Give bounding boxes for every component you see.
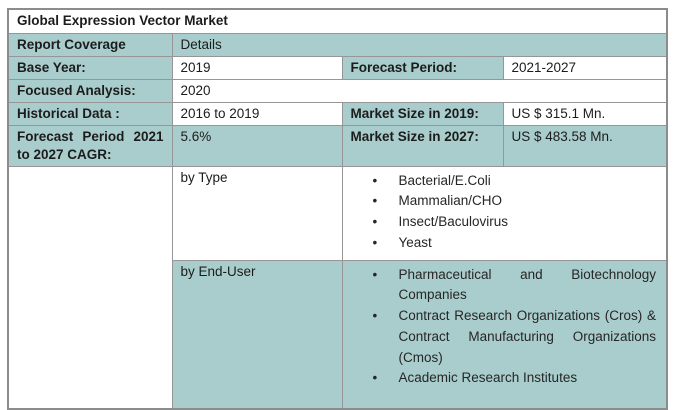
focused-analysis-label: Focused Analysis: bbox=[7, 78, 173, 103]
table-row: by Type • Bacterial/E.Coli • Mammalian/CHO… bbox=[7, 165, 668, 410]
segments-spacer-cell bbox=[7, 165, 173, 410]
page-title: Global Expression Vector Market bbox=[7, 8, 668, 34]
report-coverage-value: Details bbox=[171, 32, 668, 57]
list-item: • Bacterial/E.Coli bbox=[351, 171, 657, 192]
by-type-label: by Type bbox=[171, 165, 343, 261]
bullet-icon: • bbox=[372, 370, 378, 386]
market-size-2027-value: US $ 483.58 Mn. bbox=[502, 124, 668, 167]
list-item: • Mammalian/CHO bbox=[351, 191, 657, 212]
bullet-icon: • bbox=[372, 266, 378, 282]
forecast-cagr-value: 5.6% bbox=[171, 124, 343, 167]
bullet-icon: • bbox=[372, 234, 378, 250]
report-coverage-table-wrap: Global Expression Vector Market Report C… bbox=[7, 8, 669, 410]
bullet-icon: • bbox=[372, 172, 378, 188]
report-coverage-label: Report Coverage bbox=[7, 32, 173, 57]
table-row: Historical Data : 2016 to 2019 Market Si… bbox=[7, 101, 668, 126]
by-type-list: • Bacterial/E.Coli • Mammalian/CHO • Insect… bbox=[351, 169, 659, 254]
bullet-icon: • bbox=[372, 214, 378, 230]
historical-data-label: Historical Data : bbox=[7, 101, 173, 126]
table-row: Forecast Period 2021 to 2027 CAGR: 5.6% … bbox=[7, 124, 668, 167]
by-end-user-label: by End-User bbox=[171, 259, 343, 410]
table-row: by End-User • Pharmaceutical and Biotechn… bbox=[8, 259, 668, 410]
bullet-icon: • bbox=[372, 193, 378, 209]
forecast-period-label: Forecast Period: bbox=[341, 55, 504, 80]
table-row: Base Year: 2019 Forecast Period: 2021-20… bbox=[7, 55, 668, 80]
by-end-user-list: • Pharmaceutical and Biotechnology Compan… bbox=[351, 263, 659, 390]
historical-data-value: 2016 to 2019 bbox=[171, 101, 343, 126]
forecast-cagr-label: Forecast Period 2021 to 2027 CAGR: bbox=[7, 124, 173, 167]
table-row: Focused Analysis: 2020 bbox=[7, 78, 668, 103]
list-item: • Contract Research Organizations (Cros) … bbox=[372, 308, 657, 365]
forecast-period-value: 2021-2027 bbox=[502, 55, 668, 80]
by-end-user-values-cell: • Pharmaceutical and Biotechnology Compan… bbox=[341, 259, 668, 410]
bullet-icon: • bbox=[372, 308, 378, 324]
list-item: • Yeast bbox=[351, 233, 657, 254]
market-size-2027-label: Market Size in 2027: bbox=[341, 124, 504, 167]
base-year-value: 2019 bbox=[171, 55, 343, 80]
list-item: • Academic Research Institutes bbox=[351, 368, 657, 389]
base-year-label: Base Year: bbox=[7, 55, 173, 80]
market-report-table: Global Expression Vector Market Report C… bbox=[7, 8, 669, 410]
table-row: Global Expression Vector Market bbox=[7, 8, 668, 34]
by-type-values-cell: • Bacterial/E.Coli • Mammalian/CHO • Insect… bbox=[341, 165, 668, 261]
table-row: Report Coverage Details bbox=[7, 32, 668, 57]
market-size-2019-value: US $ 315.1 Mn. bbox=[502, 101, 668, 126]
focused-analysis-value: 2020 bbox=[171, 78, 668, 103]
list-item: • Pharmaceutical and Biotechnology Compan… bbox=[372, 266, 657, 303]
market-size-2019-label: Market Size in 2019: bbox=[341, 101, 504, 126]
list-item: • Insect/Baculovirus bbox=[351, 212, 657, 233]
